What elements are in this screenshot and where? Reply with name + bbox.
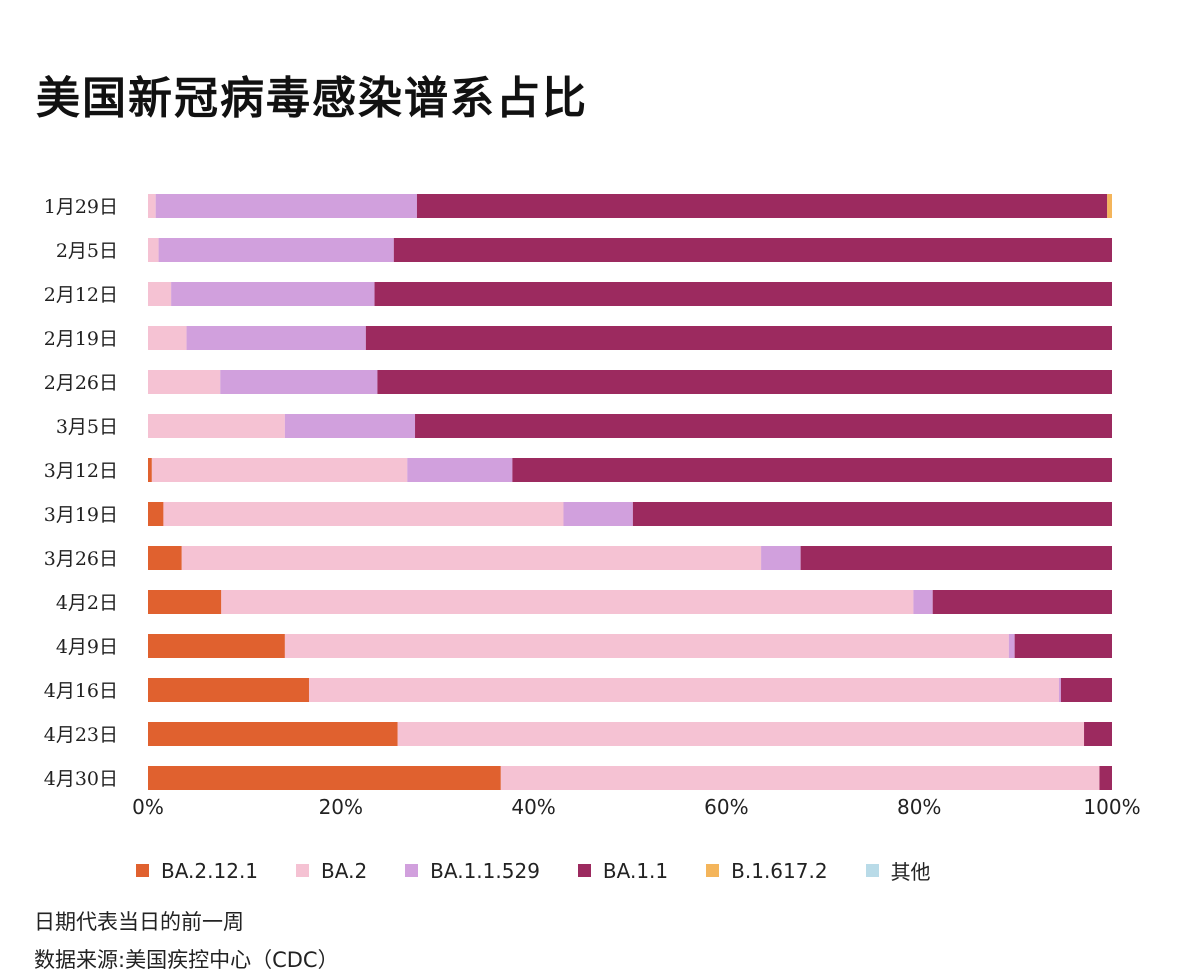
bar-segment-BA-1-1-529 (563, 502, 633, 526)
bar-segment-BA-1-1 (377, 370, 1112, 394)
category-label: 3月19日 (44, 504, 118, 526)
bar-segment-BA-2 (148, 282, 172, 306)
legend-label: BA.1.1 (602, 858, 669, 883)
bar-segment-BA-1-1-529 (158, 238, 394, 262)
bar-segment-BA-1-1 (800, 546, 1112, 570)
x-tick-label: 60% (704, 795, 748, 819)
bar-segment-BA-1-1-529 (171, 282, 375, 306)
bar-segment-BA-1-1 (1084, 722, 1112, 746)
x-tick-labels: 0% 20% 40% 60% 80% 100% (132, 795, 1140, 819)
legend-swatch (865, 864, 879, 877)
category-label: 3月12日 (44, 460, 118, 482)
bar-segment-BA-2 (163, 502, 564, 526)
category-label: 4月30日 (44, 768, 118, 790)
category-label: 2月19日 (44, 328, 118, 350)
bar-segment-BA-1-1-529 (155, 194, 417, 218)
legend-swatch (706, 864, 720, 877)
bar-segment-BA-1-1 (416, 194, 1108, 218)
bar-segment-BA-2 (148, 326, 187, 350)
chart-title: 美国新冠病毒感染谱系占比 (36, 73, 588, 124)
legend-swatch (136, 864, 149, 877)
bar-segment-BA-2 (148, 370, 221, 394)
bar-segment-BA-1-1-529 (1008, 634, 1015, 658)
bar-segment-BA-1-1-529 (220, 370, 378, 394)
x-tick-label: 20% (319, 795, 363, 819)
bar-segment-BA-2-12-1 (148, 546, 182, 570)
category-label: 3月5日 (56, 416, 118, 438)
bars-group (148, 194, 1112, 790)
bar-segment-BA-1-1 (374, 282, 1112, 306)
bar-segment-BA-2-12-1 (148, 678, 309, 702)
bar-segment-BA-2-12-1 (148, 722, 398, 746)
legend-swatch (405, 864, 419, 877)
x-tick-label: 40% (511, 795, 555, 819)
legend-item: BA.2 (296, 859, 367, 883)
bar-segment-BA-1-1 (393, 238, 1112, 262)
bar-segment-BA-2-12-1 (148, 502, 164, 526)
bar-segment-BA-2 (284, 634, 1009, 658)
bar-segment-BA-1-1 (365, 326, 1112, 350)
bar-segment-BA-1-1 (1060, 678, 1112, 702)
category-label: 4月2日 (56, 592, 118, 614)
category-label: 1月29日 (44, 196, 118, 218)
bar-segment-BA-1-1 (1014, 634, 1112, 658)
bar-segment-BA-2 (148, 238, 159, 262)
bar-segment-BA-1-1 (632, 502, 1112, 526)
category-labels: 1月29日 2月5日 2月12日 2月19日 2月26日 3月5日 3月12日 3月19日 3月… (44, 196, 118, 790)
legend-item: BA.2.12.1 (136, 859, 258, 883)
bar-segment-BA-1-1-529 (407, 458, 513, 482)
legend-label: BA.2 (321, 858, 368, 883)
bar-segment-BA-1-1-529 (186, 326, 366, 350)
bar-segment-BA-2-12-1 (148, 634, 285, 658)
data-source: 数据来源:美国疾控中心（CDC） (34, 948, 339, 972)
bar-segment-BA-2-12-1 (148, 458, 152, 482)
legend-label: BA.1.1.529 (430, 858, 540, 883)
bar-segment-BA-1-1-529 (761, 546, 801, 570)
bar-segment-BA-2-12-1 (148, 590, 222, 614)
legend-item: 其他 (865, 856, 931, 885)
x-tick-label: 80% (897, 795, 941, 819)
legend-swatch (296, 864, 310, 877)
legend-swatch (577, 864, 591, 877)
legend-label: 其他 (890, 860, 931, 884)
bar-segment-BA-2 (148, 414, 285, 438)
bar-segment-BA-2 (308, 678, 1059, 702)
legend: BA.2.12.1 BA.2 BA.1.1.529 BA.1.1 B.1.617.2 其他 (136, 856, 969, 885)
category-label: 2月5日 (56, 240, 118, 262)
legend-item: BA.1.1 (577, 858, 669, 883)
bar-segment-BA-2 (151, 458, 408, 482)
bar-segment-BA-2 (397, 722, 1085, 746)
bar-segment-BA-2 (148, 194, 156, 218)
date-note: 日期代表当日的前一周 (34, 910, 244, 934)
bar-segment-BA-2 (500, 766, 1100, 790)
bar-segment-BA-1-1 (512, 458, 1112, 482)
category-label: 2月26日 (44, 372, 118, 394)
category-label: 4月16日 (44, 680, 118, 702)
bar-segment-BA-1-1-529 (284, 414, 416, 438)
category-label: 3月26日 (44, 548, 118, 570)
bar-segment-BA-1-1-529 (913, 590, 933, 614)
stacked-bar-chart: 1月29日 2月5日 2月12日 2月19日 2月26日 3月5日 3月12日 3月19日 3月… (44, 194, 1141, 819)
legend-label: BA.2.12.1 (161, 858, 259, 883)
legend-item: B.1.617.2 (706, 858, 828, 883)
bar-segment-BA-2 (221, 590, 914, 614)
bar-segment-BA-2 (181, 546, 762, 570)
bar-segment-B-1-617-2 (1107, 194, 1112, 218)
x-tick-label: 0% (132, 795, 164, 819)
bar-segment-BA-1-1-529 (1058, 678, 1061, 702)
category-label: 4月23日 (44, 724, 118, 746)
bar-segment-BA-2-12-1 (148, 766, 501, 790)
legend-item: BA.1.1.529 (405, 859, 540, 883)
bar-segment-BA-1-1 (1099, 766, 1112, 790)
legend-label: B.1.617.2 (731, 858, 828, 883)
x-tick-label: 100% (1083, 795, 1140, 819)
category-label: 4月9日 (56, 636, 118, 658)
bar-segment-BA-1-1 (415, 414, 1112, 438)
bar-segment-BA-1-1 (932, 590, 1112, 614)
category-label: 2月12日 (44, 284, 118, 306)
